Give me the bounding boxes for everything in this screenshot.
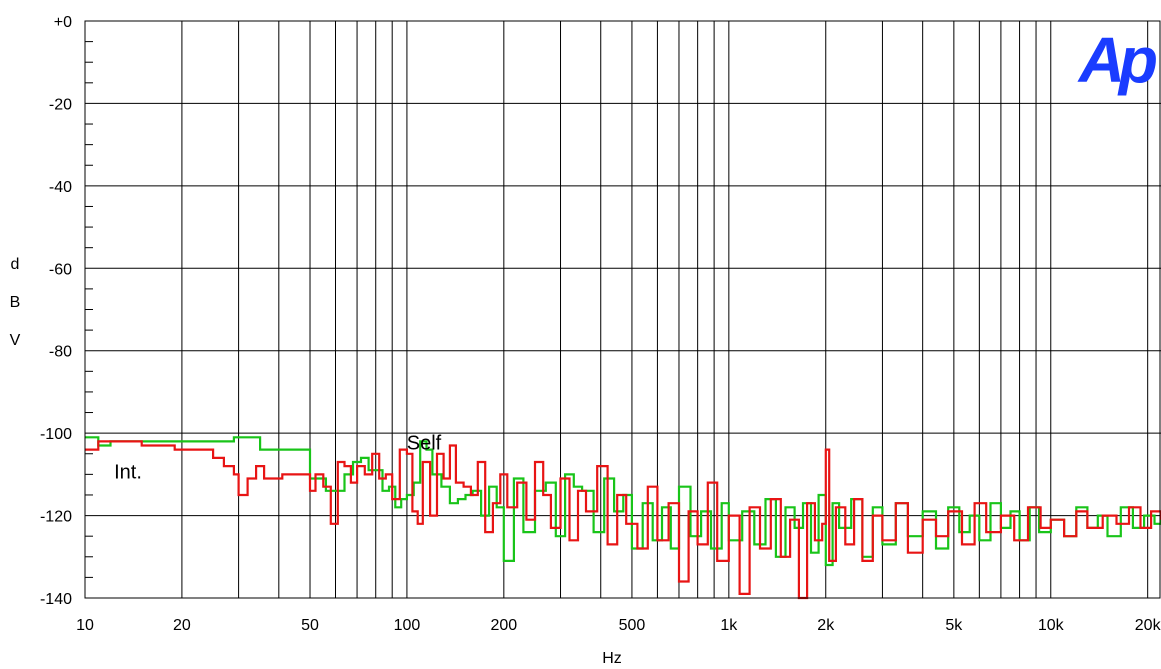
x-tick-label: 50 [301,617,319,634]
y-axis-label-letter: V [10,332,21,349]
x-tick-label: 10k [1038,617,1065,634]
x-tick-label: 20k [1135,617,1161,634]
series-line-0 [85,436,1161,567]
minor-ticks [85,41,93,578]
x-tick-label: 2k [817,617,835,634]
annotations: Self Int. [114,433,442,484]
x-tick-labels: 10 20 50 100 200 500 1k 2k 5k 10k 20k [76,617,1161,634]
y-axis-label-letter: B [10,294,21,311]
y-axis-label-letter: d [11,256,20,273]
y-tick-label: -20 [49,96,72,113]
y-tick-label: -80 [49,344,72,361]
y-tick-label: +0 [54,14,72,31]
ap-logo: Ap [1077,24,1157,96]
x-tick-label: 5k [945,617,963,634]
annotation-label: Int. [114,461,142,483]
series-layer [85,436,1161,600]
y-tick-label: -100 [40,426,72,443]
x-tick-label: 200 [490,617,517,634]
x-axis-label: Hz [602,650,622,667]
x-tick-label: 500 [619,617,646,634]
x-tick-label: 20 [173,617,191,634]
y-tick-labels: +0 -20 -40 -60 -80 -100 -120 -140 [40,14,72,608]
y-tick-label: -40 [49,179,72,196]
y-tick-label: -120 [40,509,72,526]
x-tick-label: 100 [394,617,421,634]
x-tick-label: 10 [76,617,94,634]
y-tick-label: -140 [40,591,72,608]
y-axis-label: d B V [10,256,21,349]
series-line-1 [85,440,1161,600]
x-tick-label: 1k [720,617,738,634]
annotation-label: Self [407,433,442,455]
y-tick-label: -60 [49,261,72,278]
